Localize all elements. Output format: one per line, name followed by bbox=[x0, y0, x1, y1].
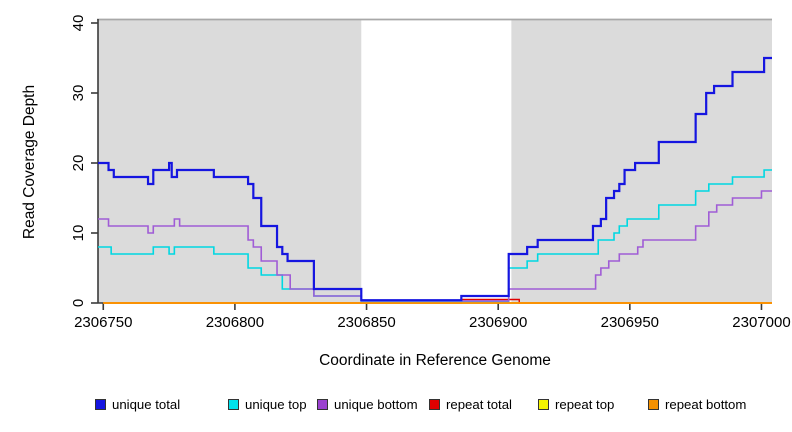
svg-text:20: 20 bbox=[70, 155, 87, 172]
legend-label: unique total bbox=[112, 397, 181, 412]
legend-label: unique top bbox=[245, 397, 307, 412]
svg-text:2306900: 2306900 bbox=[469, 314, 527, 331]
svg-text:0: 0 bbox=[70, 299, 87, 307]
legend-label: unique bottom bbox=[334, 397, 418, 412]
legend-item: repeat top bbox=[538, 397, 614, 412]
x-axis-title: Coordinate in Reference Genome bbox=[319, 352, 551, 369]
legend-swatch-unique-total bbox=[95, 399, 106, 410]
svg-text:2306750: 2306750 bbox=[74, 314, 132, 331]
svg-text:2306950: 2306950 bbox=[601, 314, 659, 331]
legend-label: repeat top bbox=[555, 397, 615, 412]
svg-text:2306800: 2306800 bbox=[206, 314, 264, 331]
legend-swatch-repeat-bottom bbox=[648, 399, 659, 410]
svg-text:40: 40 bbox=[70, 15, 87, 32]
legend-item: unique total bbox=[95, 397, 180, 412]
svg-text:10: 10 bbox=[70, 225, 87, 242]
legend-swatch-repeat-total bbox=[429, 399, 440, 410]
legend-item: unique top bbox=[228, 397, 307, 412]
legend-item: unique bottom bbox=[317, 397, 418, 412]
svg-text:30: 30 bbox=[70, 85, 87, 102]
legend-label: repeat total bbox=[446, 397, 512, 412]
legend-swatch-unique-top bbox=[228, 399, 239, 410]
svg-text:2307000: 2307000 bbox=[732, 314, 790, 331]
legend-item: repeat total bbox=[429, 397, 512, 412]
legend-swatch-repeat-top bbox=[538, 399, 549, 410]
legend-swatch-unique-bottom bbox=[317, 399, 328, 410]
svg-text:2306850: 2306850 bbox=[337, 314, 395, 331]
legend-label: repeat bottom bbox=[665, 397, 747, 412]
legend-item: repeat bottom bbox=[648, 397, 746, 412]
y-axis-title: Read Coverage Depth bbox=[21, 84, 38, 240]
